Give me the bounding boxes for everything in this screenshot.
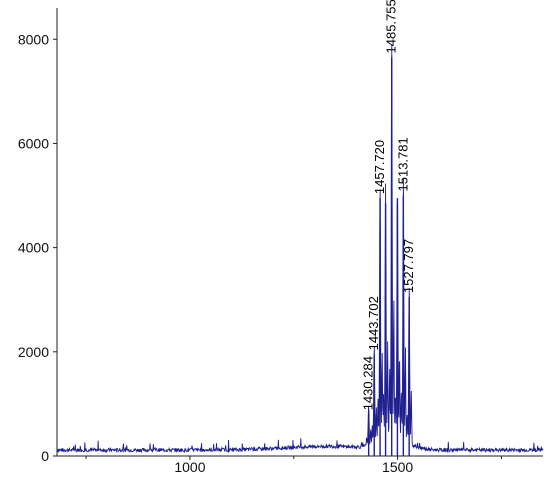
series-group	[56, 44, 544, 456]
peak-label: 1527.797	[401, 239, 416, 293]
peak-label: 1457.720	[372, 140, 387, 194]
y-tick-label: 2000	[18, 344, 49, 360]
peak-label: 1485.755	[384, 0, 399, 54]
axes: 0 2000 4000 6000 8000 1000 1500	[18, 8, 543, 475]
y-tick-label: 8000	[18, 31, 49, 47]
x-tick-label: 1000	[174, 459, 205, 474]
y-tick-label: 6000	[18, 135, 49, 151]
y-tick-label: 0	[41, 448, 49, 464]
y-tick-label: 4000	[18, 240, 49, 256]
x-tick-label: 1500	[382, 459, 413, 474]
peak-label: 1513.781	[395, 137, 410, 191]
peak-label-group: 1430.284 1443.702 1457.720 1485.755 1513.781…	[361, 0, 417, 410]
peak-label: 1443.702	[366, 296, 381, 350]
spectrum-series-line	[56, 44, 544, 454]
peak-label: 1430.284	[361, 356, 376, 410]
